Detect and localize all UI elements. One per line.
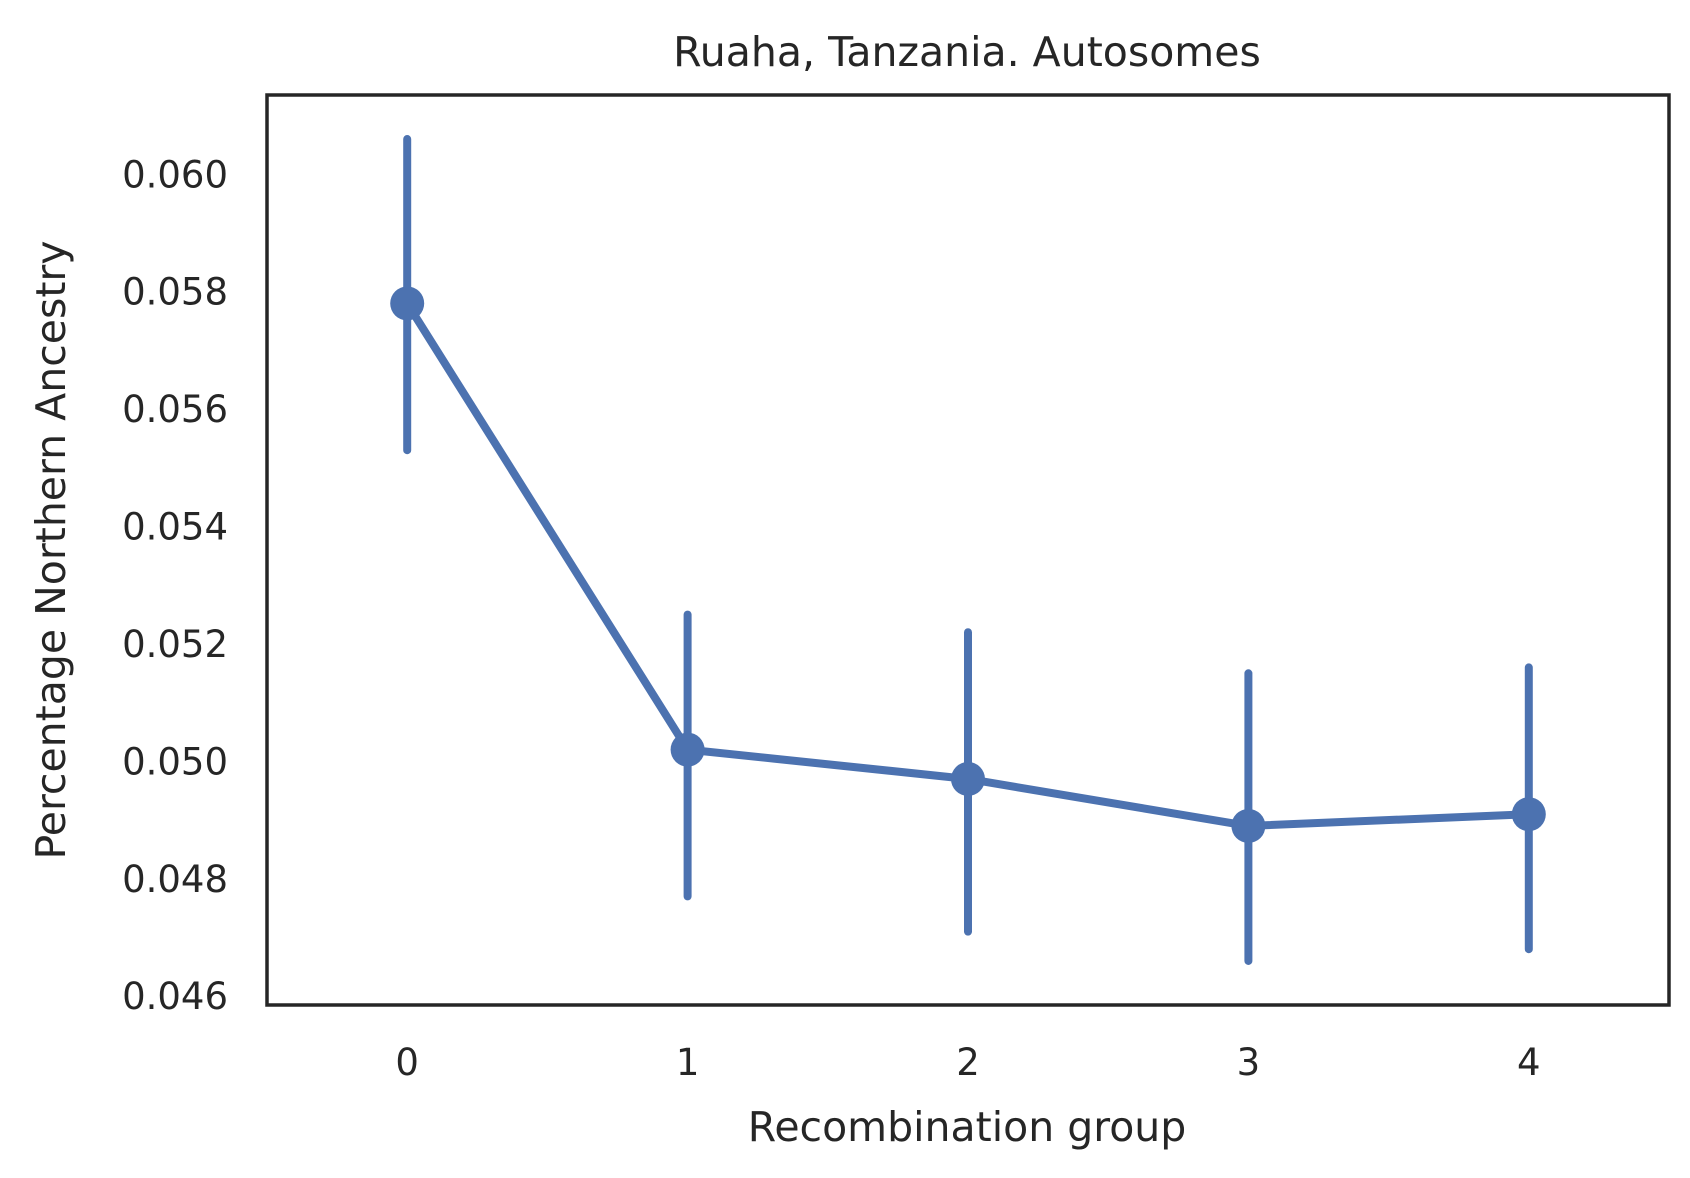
x-tick-label: 1: [676, 1041, 700, 1084]
data-point: [1511, 797, 1546, 832]
y-tick-label: 0.056: [122, 388, 228, 431]
x-tick-label: 0: [395, 1041, 419, 1084]
data-point: [390, 286, 425, 321]
plot-frame: [265, 93, 1671, 1007]
x-axis-label: Recombination group: [748, 1103, 1187, 1151]
y-axis-label: Percentage Northern Ancestry: [27, 240, 75, 859]
data-point: [1231, 808, 1266, 843]
y-tick-label: 0.054: [122, 506, 228, 549]
y-tick-label: 0.048: [122, 858, 228, 901]
data-points: [390, 286, 1546, 843]
x-tick-label: 2: [956, 1041, 980, 1084]
data-point: [951, 761, 985, 796]
y-tick-label: 0.058: [122, 271, 228, 314]
y-tick-label: 0.050: [122, 740, 228, 783]
x-axis: 0 1 2 3 4: [395, 1041, 1540, 1084]
y-tick-label: 0.046: [122, 975, 228, 1018]
error-bars: [403, 135, 1533, 965]
x-tick-label: 4: [1517, 1041, 1541, 1084]
y-axis: 0.046 0.048 0.050 0.052 0.054 0.056 0.058 0.060: [122, 153, 228, 1018]
data-point: [670, 732, 705, 767]
y-tick-label: 0.052: [122, 623, 228, 666]
y-tick-label: 0.060: [122, 153, 228, 196]
chart-title: Ruaha, Tanzania. Autosomes: [673, 28, 1261, 76]
x-tick-label: 3: [1237, 1041, 1261, 1084]
